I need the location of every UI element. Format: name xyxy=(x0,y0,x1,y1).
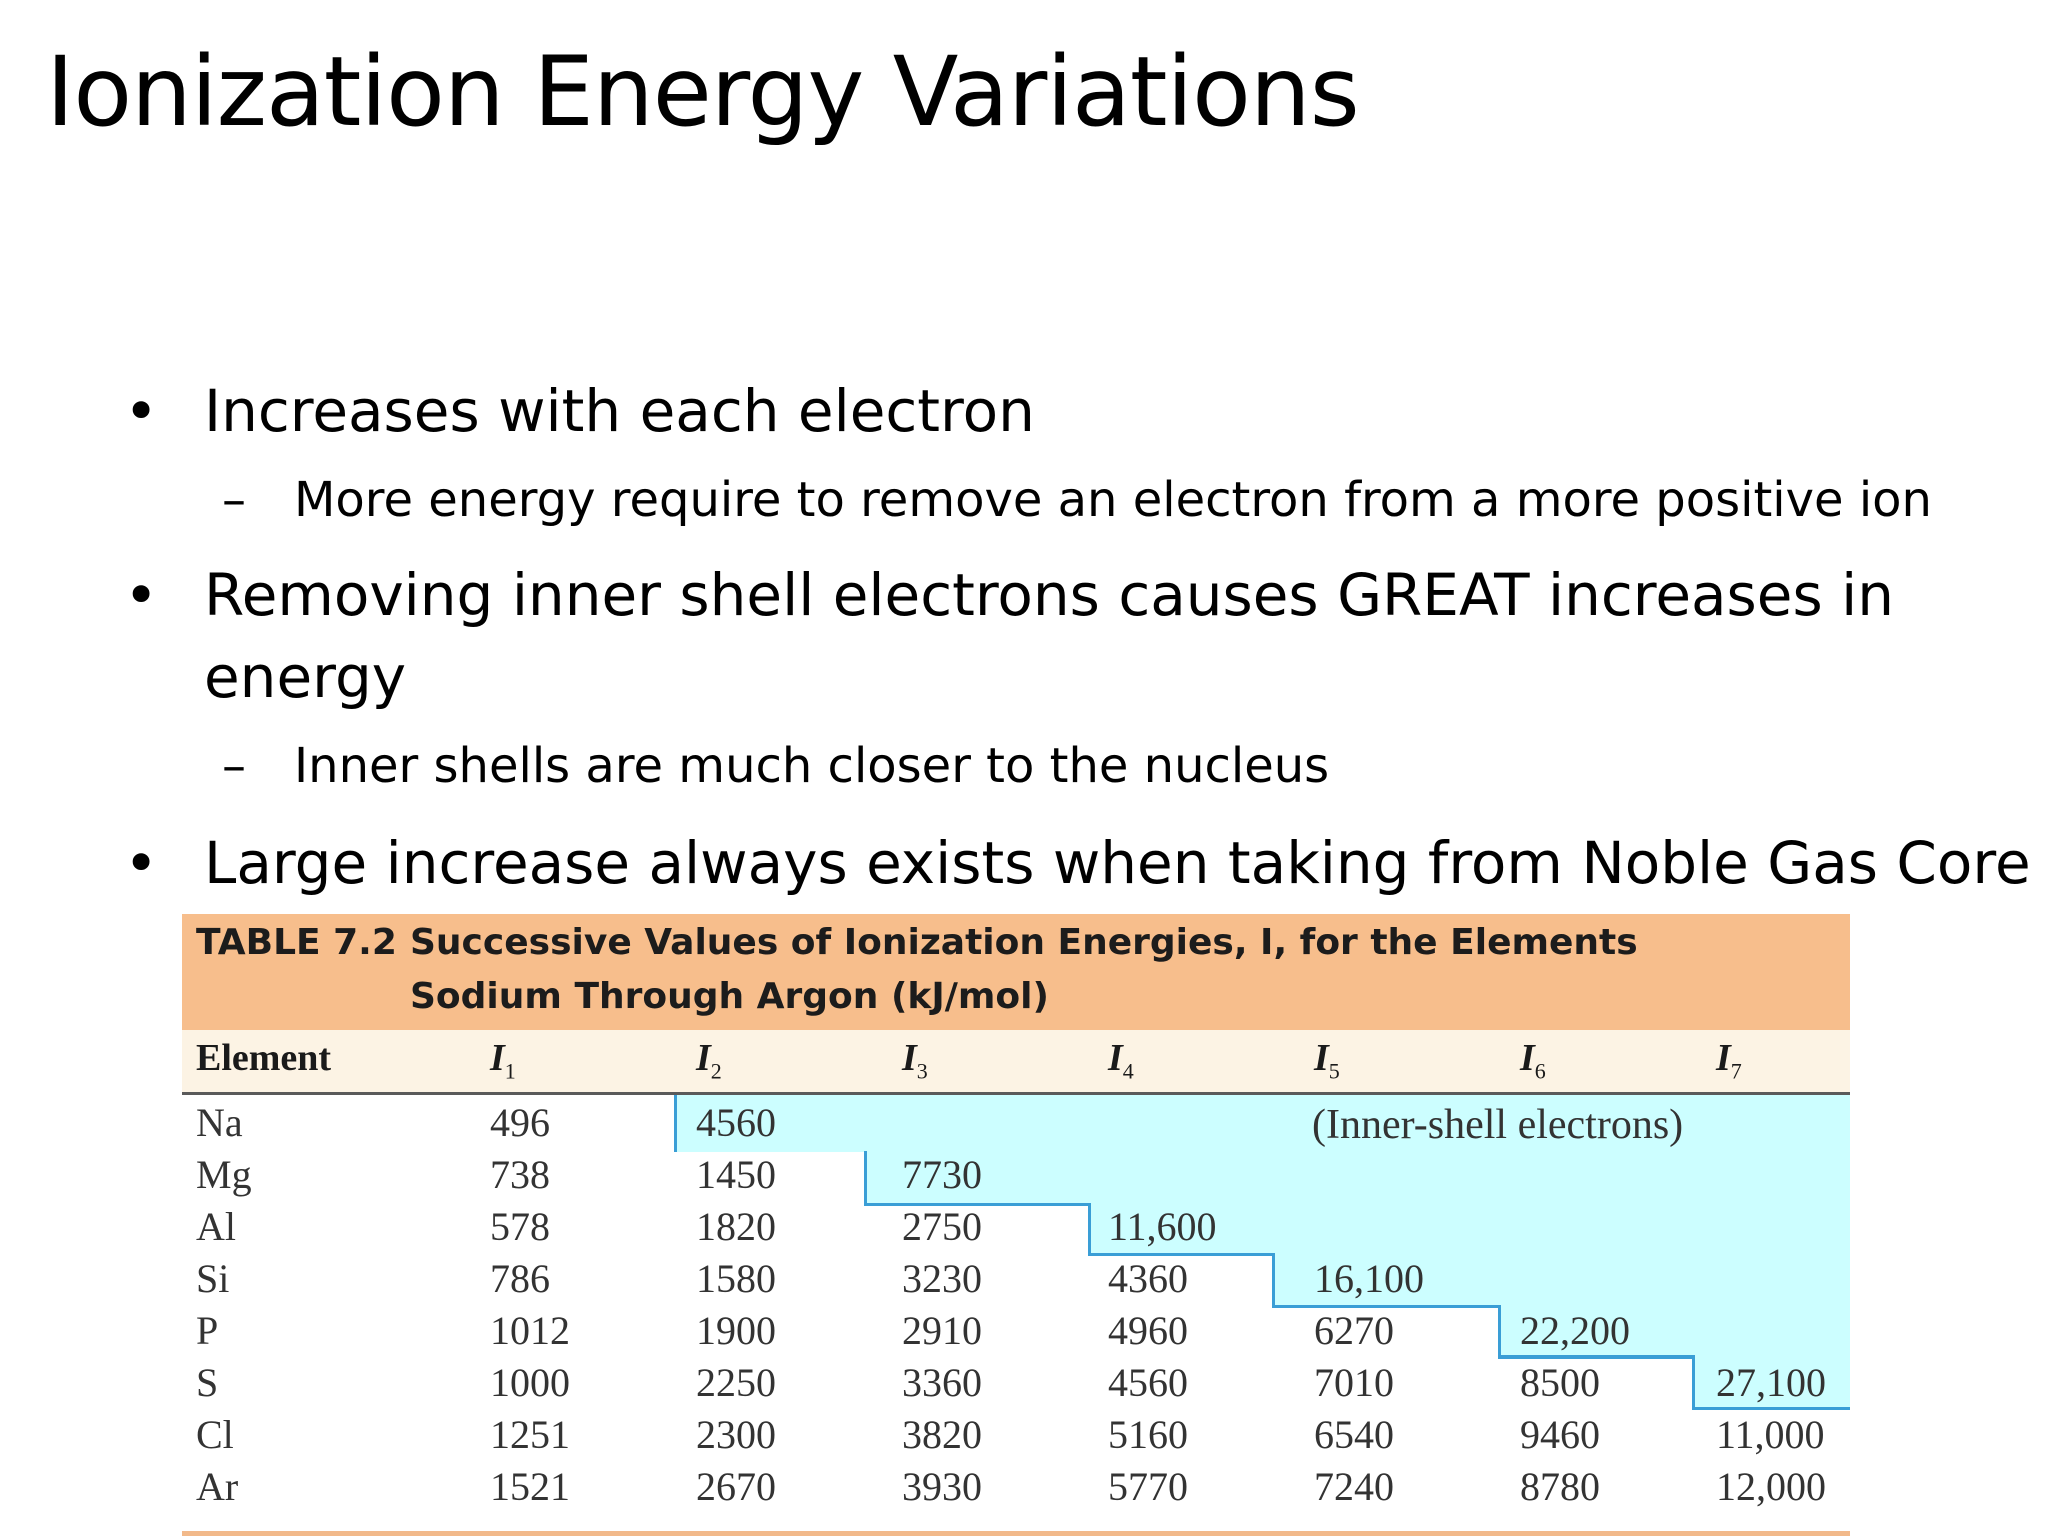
table-cell-element: Cl xyxy=(196,1412,234,1457)
column-header-i7: I7 xyxy=(1716,1037,1742,1084)
table-cell-element: S xyxy=(196,1360,219,1405)
table-cell-value: 11,600 xyxy=(1108,1204,1217,1249)
bullet-dot: • xyxy=(124,829,159,897)
table-cell-value: 16,100 xyxy=(1314,1256,1424,1301)
table-cell-value: 7730 xyxy=(902,1152,982,1197)
table-cell-value: 1012 xyxy=(490,1308,570,1353)
table-cell-value: 1450 xyxy=(696,1152,776,1197)
step-line xyxy=(1498,1305,1501,1356)
table-cell-value: 786 xyxy=(490,1256,550,1301)
slide-title: Ionization Energy Variations xyxy=(46,36,1360,148)
table-cell-value: 7010 xyxy=(1314,1360,1394,1405)
inner-shell-region xyxy=(1088,1204,1850,1254)
bullet-text-line2: energy xyxy=(204,643,407,711)
table-cell-value: 496 xyxy=(490,1100,550,1145)
bullet-text: Large increase always exists when taking… xyxy=(204,829,2031,897)
table-cell-value: 4360 xyxy=(1108,1256,1188,1301)
table-caption-line1: Successive Values of Ionization Energies… xyxy=(410,922,1638,963)
ionization-energy-table: TABLE 7.2 Successive Values of Ionizatio… xyxy=(182,914,1850,1536)
step-line xyxy=(1088,1203,1091,1254)
step-line xyxy=(1692,1355,1695,1408)
table-cell-value: 3230 xyxy=(902,1256,982,1301)
step-line xyxy=(1088,1253,1274,1256)
table-cell-value: 6540 xyxy=(1314,1412,1394,1457)
table-cell-value: 1251 xyxy=(490,1412,570,1457)
table-cell-value: 2910 xyxy=(902,1308,982,1353)
table-cell-value: 5770 xyxy=(1108,1464,1188,1509)
column-header-i1: I1 xyxy=(490,1037,516,1084)
step-line xyxy=(1498,1355,1694,1359)
sub-bullet-dash: – xyxy=(222,738,246,794)
table-number: TABLE 7.2 xyxy=(196,922,397,963)
table-cell-value: 27,100 xyxy=(1716,1360,1826,1405)
table-cell-value: 11,000 xyxy=(1716,1412,1825,1457)
bullet-dot: • xyxy=(124,561,159,629)
inner-shell-region xyxy=(676,1095,1850,1152)
table-cell-element: Na xyxy=(196,1100,243,1145)
inner-shell-note: (Inner-shell electrons) xyxy=(1312,1102,1684,1148)
table-cell-value: 9460 xyxy=(1520,1412,1600,1457)
step-line xyxy=(1272,1253,1275,1306)
table-cell-value: 4960 xyxy=(1108,1308,1188,1353)
table-cell-value: 22,200 xyxy=(1520,1308,1630,1353)
table-cell-element: Mg xyxy=(196,1152,252,1197)
table-cell-value: 4560 xyxy=(696,1100,776,1145)
table-cell-value: 2250 xyxy=(696,1360,776,1405)
inner-shell-region xyxy=(1272,1254,1850,1306)
table-cell-value: 578 xyxy=(490,1204,550,1249)
table-cell-element: Ar xyxy=(196,1464,239,1509)
table-column-headers: Element I1 I2 I3 I4 I5 I6 I7 xyxy=(182,1030,1850,1095)
table-bottom-rule xyxy=(182,1531,1850,1536)
inner-shell-region xyxy=(1498,1306,1850,1356)
table-caption-line2: Sodium Through Argon (kJ/mol) xyxy=(410,976,1049,1017)
table-cell-value: 2750 xyxy=(902,1204,982,1249)
table-cell-value: 4560 xyxy=(1108,1360,1188,1405)
step-line xyxy=(1692,1407,1850,1410)
column-header-i2: I2 xyxy=(696,1037,722,1084)
table-cell-value: 2670 xyxy=(696,1464,776,1509)
bullet-dot: • xyxy=(124,377,159,445)
table-cell-value: 1580 xyxy=(696,1256,776,1301)
table-cell-value: 3820 xyxy=(902,1412,982,1457)
table-cell-value: 6270 xyxy=(1314,1308,1394,1353)
bullet-text: Removing inner shell electrons causes GR… xyxy=(204,561,1894,629)
table-cell-value: 8780 xyxy=(1520,1464,1600,1509)
sub-bullet-text: Inner shells are much closer to the nucl… xyxy=(294,738,1330,794)
table-cell-value: 1521 xyxy=(490,1464,570,1509)
sub-bullet-text: More energy require to remove an electro… xyxy=(294,472,1932,528)
column-header-i5: I5 xyxy=(1314,1037,1340,1084)
step-line xyxy=(1272,1305,1500,1308)
column-header-i4: I4 xyxy=(1108,1037,1134,1084)
table-cell-value: 12,000 xyxy=(1716,1464,1826,1509)
table-cell-element: Al xyxy=(196,1204,236,1249)
table-cell-value: 1820 xyxy=(696,1204,776,1249)
sub-bullet-dash: – xyxy=(222,472,246,528)
table-cell-value: 3360 xyxy=(902,1360,982,1405)
table-cell-value: 738 xyxy=(490,1152,550,1197)
column-header-i6: I6 xyxy=(1520,1037,1546,1084)
column-header-element: Element xyxy=(196,1037,332,1079)
table-cell-value: 1900 xyxy=(696,1308,776,1353)
step-line xyxy=(864,1203,1090,1206)
table-cell-value: 1000 xyxy=(490,1360,570,1405)
table-cell-value: 3930 xyxy=(902,1464,982,1509)
table-caption: TABLE 7.2 Successive Values of Ionizatio… xyxy=(182,914,1850,1030)
bullet-text: Increases with each electron xyxy=(204,377,1035,445)
table-cell-value: 7240 xyxy=(1314,1464,1394,1509)
table-cell-value: 5160 xyxy=(1108,1412,1188,1457)
table-cell-element: Si xyxy=(196,1256,230,1301)
table-body: (Inner-shell electrons) Na 496 4560 Mg 738 14… xyxy=(182,1095,1850,1536)
inner-shell-region xyxy=(864,1152,1850,1204)
column-header-i3: I3 xyxy=(902,1037,928,1084)
step-line xyxy=(864,1151,867,1204)
step-line xyxy=(674,1095,677,1152)
inner-shell-region xyxy=(1692,1356,1850,1408)
table-cell-value: 2300 xyxy=(696,1412,776,1457)
table-cell-element: P xyxy=(196,1308,219,1353)
table-cell-value: 8500 xyxy=(1520,1360,1600,1405)
